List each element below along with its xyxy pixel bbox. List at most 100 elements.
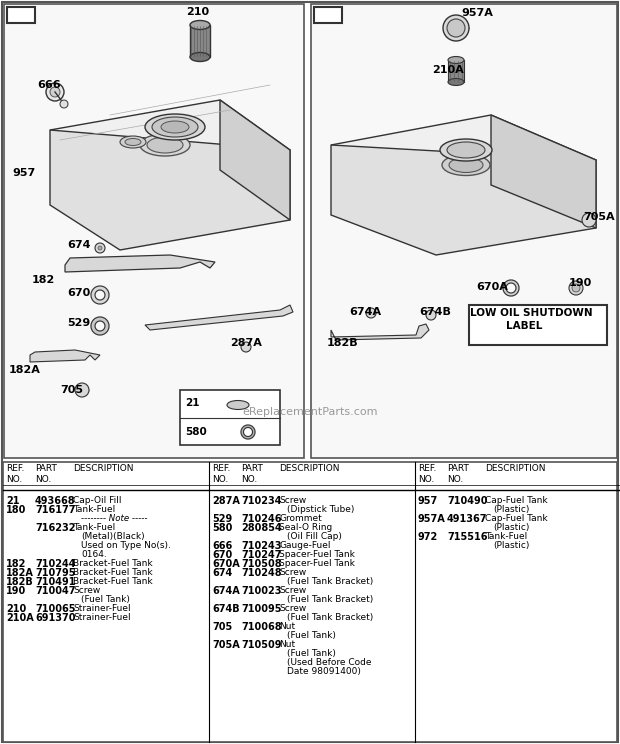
Text: NO.: NO.: [418, 475, 434, 484]
Text: Screw: Screw: [279, 604, 306, 613]
Text: 716177: 716177: [35, 505, 76, 515]
Text: Cap-Fuel Tank: Cap-Fuel Tank: [485, 514, 547, 523]
Text: 21: 21: [185, 398, 200, 408]
Text: Used on Type No(s).: Used on Type No(s).: [81, 541, 171, 550]
Text: 190: 190: [569, 278, 592, 288]
Ellipse shape: [190, 53, 210, 62]
Text: Grommet: Grommet: [279, 514, 322, 523]
Text: 182B: 182B: [6, 577, 33, 587]
Bar: [448, 60, 464, 82]
Bar: [314, 7, 342, 23]
Text: 710246: 710246: [241, 514, 281, 524]
Text: Tank-Fuel: Tank-Fuel: [485, 532, 527, 541]
Text: Strainer-Fuel: Strainer-Fuel: [73, 604, 131, 613]
Text: Gauge-Fuel: Gauge-Fuel: [279, 541, 330, 550]
Text: DESCRIPTION: DESCRIPTION: [73, 464, 133, 473]
Text: 666: 666: [37, 80, 61, 90]
Text: Screw: Screw: [279, 586, 306, 595]
Circle shape: [50, 87, 60, 97]
Ellipse shape: [147, 137, 183, 153]
Text: 287A: 287A: [212, 496, 240, 506]
Circle shape: [75, 383, 89, 397]
Polygon shape: [491, 115, 596, 228]
Text: eReplacementParts.com: eReplacementParts.com: [242, 407, 378, 417]
Text: 710095: 710095: [241, 604, 281, 614]
Text: 705: 705: [60, 385, 83, 395]
Text: Screw: Screw: [279, 496, 306, 505]
Text: PART: PART: [447, 464, 469, 473]
Text: 674: 674: [212, 568, 232, 578]
Text: PART: PART: [241, 464, 263, 473]
Polygon shape: [145, 305, 293, 330]
Text: 670A: 670A: [212, 559, 240, 569]
Text: 182A: 182A: [6, 568, 34, 578]
Text: (Plastic): (Plastic): [493, 505, 529, 514]
Text: Bracket-Fuel Tank: Bracket-Fuel Tank: [73, 577, 153, 586]
Text: 710065: 710065: [35, 604, 76, 614]
Text: LOW OIL SHUTDOWN: LOW OIL SHUTDOWN: [470, 308, 593, 318]
Text: Cap-Fuel Tank: Cap-Fuel Tank: [485, 496, 547, 505]
Text: 280854: 280854: [241, 523, 281, 533]
Polygon shape: [220, 100, 290, 220]
Text: 182: 182: [6, 559, 27, 569]
Text: 670: 670: [212, 550, 232, 560]
Text: 674A: 674A: [212, 586, 240, 596]
Text: 580: 580: [212, 523, 232, 533]
Text: 493668: 493668: [35, 496, 76, 506]
Ellipse shape: [152, 117, 198, 137]
Text: Spacer-Fuel Tank: Spacer-Fuel Tank: [279, 559, 355, 568]
Text: Nut: Nut: [279, 622, 295, 631]
Ellipse shape: [448, 79, 464, 86]
Text: LABEL: LABEL: [506, 321, 542, 331]
Text: 710243: 710243: [241, 541, 281, 551]
Ellipse shape: [449, 158, 483, 173]
Text: 674B: 674B: [212, 604, 239, 614]
Circle shape: [443, 15, 469, 41]
Text: (Fuel Tank): (Fuel Tank): [287, 631, 336, 640]
Text: 210: 210: [186, 7, 209, 17]
Text: 210A: 210A: [6, 613, 33, 623]
Polygon shape: [331, 115, 596, 190]
Circle shape: [447, 19, 465, 37]
Text: 957: 957: [418, 496, 438, 506]
Bar: [4, 4, 304, 458]
Text: 710491: 710491: [35, 577, 76, 587]
Ellipse shape: [227, 400, 249, 409]
Circle shape: [366, 308, 376, 318]
Text: 715516: 715516: [447, 532, 487, 542]
Text: Date 98091400): Date 98091400): [287, 667, 361, 676]
Text: 182A: 182A: [9, 365, 41, 375]
Text: 710508: 710508: [241, 559, 281, 569]
Text: 957A: 957A: [461, 8, 493, 18]
Text: 705A: 705A: [212, 640, 240, 650]
Text: Bracket-Fuel Tank: Bracket-Fuel Tank: [73, 559, 153, 568]
Text: 716232: 716232: [35, 523, 76, 533]
Bar: [190, 25, 210, 57]
Text: 529: 529: [212, 514, 232, 524]
Text: (Oil Fill Cap): (Oil Fill Cap): [287, 532, 342, 541]
Text: 210: 210: [6, 604, 26, 614]
Text: 972: 972: [316, 9, 339, 19]
Text: Nut: Nut: [279, 640, 295, 649]
Text: NO.: NO.: [6, 475, 22, 484]
Polygon shape: [65, 255, 215, 272]
Text: (Metal)(Black): (Metal)(Black): [81, 532, 144, 541]
Text: 705A: 705A: [583, 212, 614, 222]
Text: 190: 190: [6, 586, 26, 596]
Text: Tank-Fuel: Tank-Fuel: [73, 523, 115, 532]
Bar: [3, 462, 617, 742]
Text: Bracket-Fuel Tank: Bracket-Fuel Tank: [73, 568, 153, 577]
Text: 180: 180: [9, 9, 32, 19]
Ellipse shape: [145, 114, 205, 140]
Text: 182: 182: [32, 275, 55, 285]
Text: 21: 21: [6, 496, 19, 506]
Circle shape: [241, 342, 251, 352]
Polygon shape: [30, 350, 100, 362]
Text: (Fuel Tank): (Fuel Tank): [287, 649, 336, 658]
Text: Strainer-Fuel: Strainer-Fuel: [73, 613, 131, 622]
Text: Seal-O Ring: Seal-O Ring: [279, 523, 332, 532]
Text: 674A: 674A: [349, 307, 381, 317]
Text: 957A: 957A: [418, 514, 446, 524]
Ellipse shape: [161, 121, 189, 133]
Bar: [180, 390, 280, 445]
